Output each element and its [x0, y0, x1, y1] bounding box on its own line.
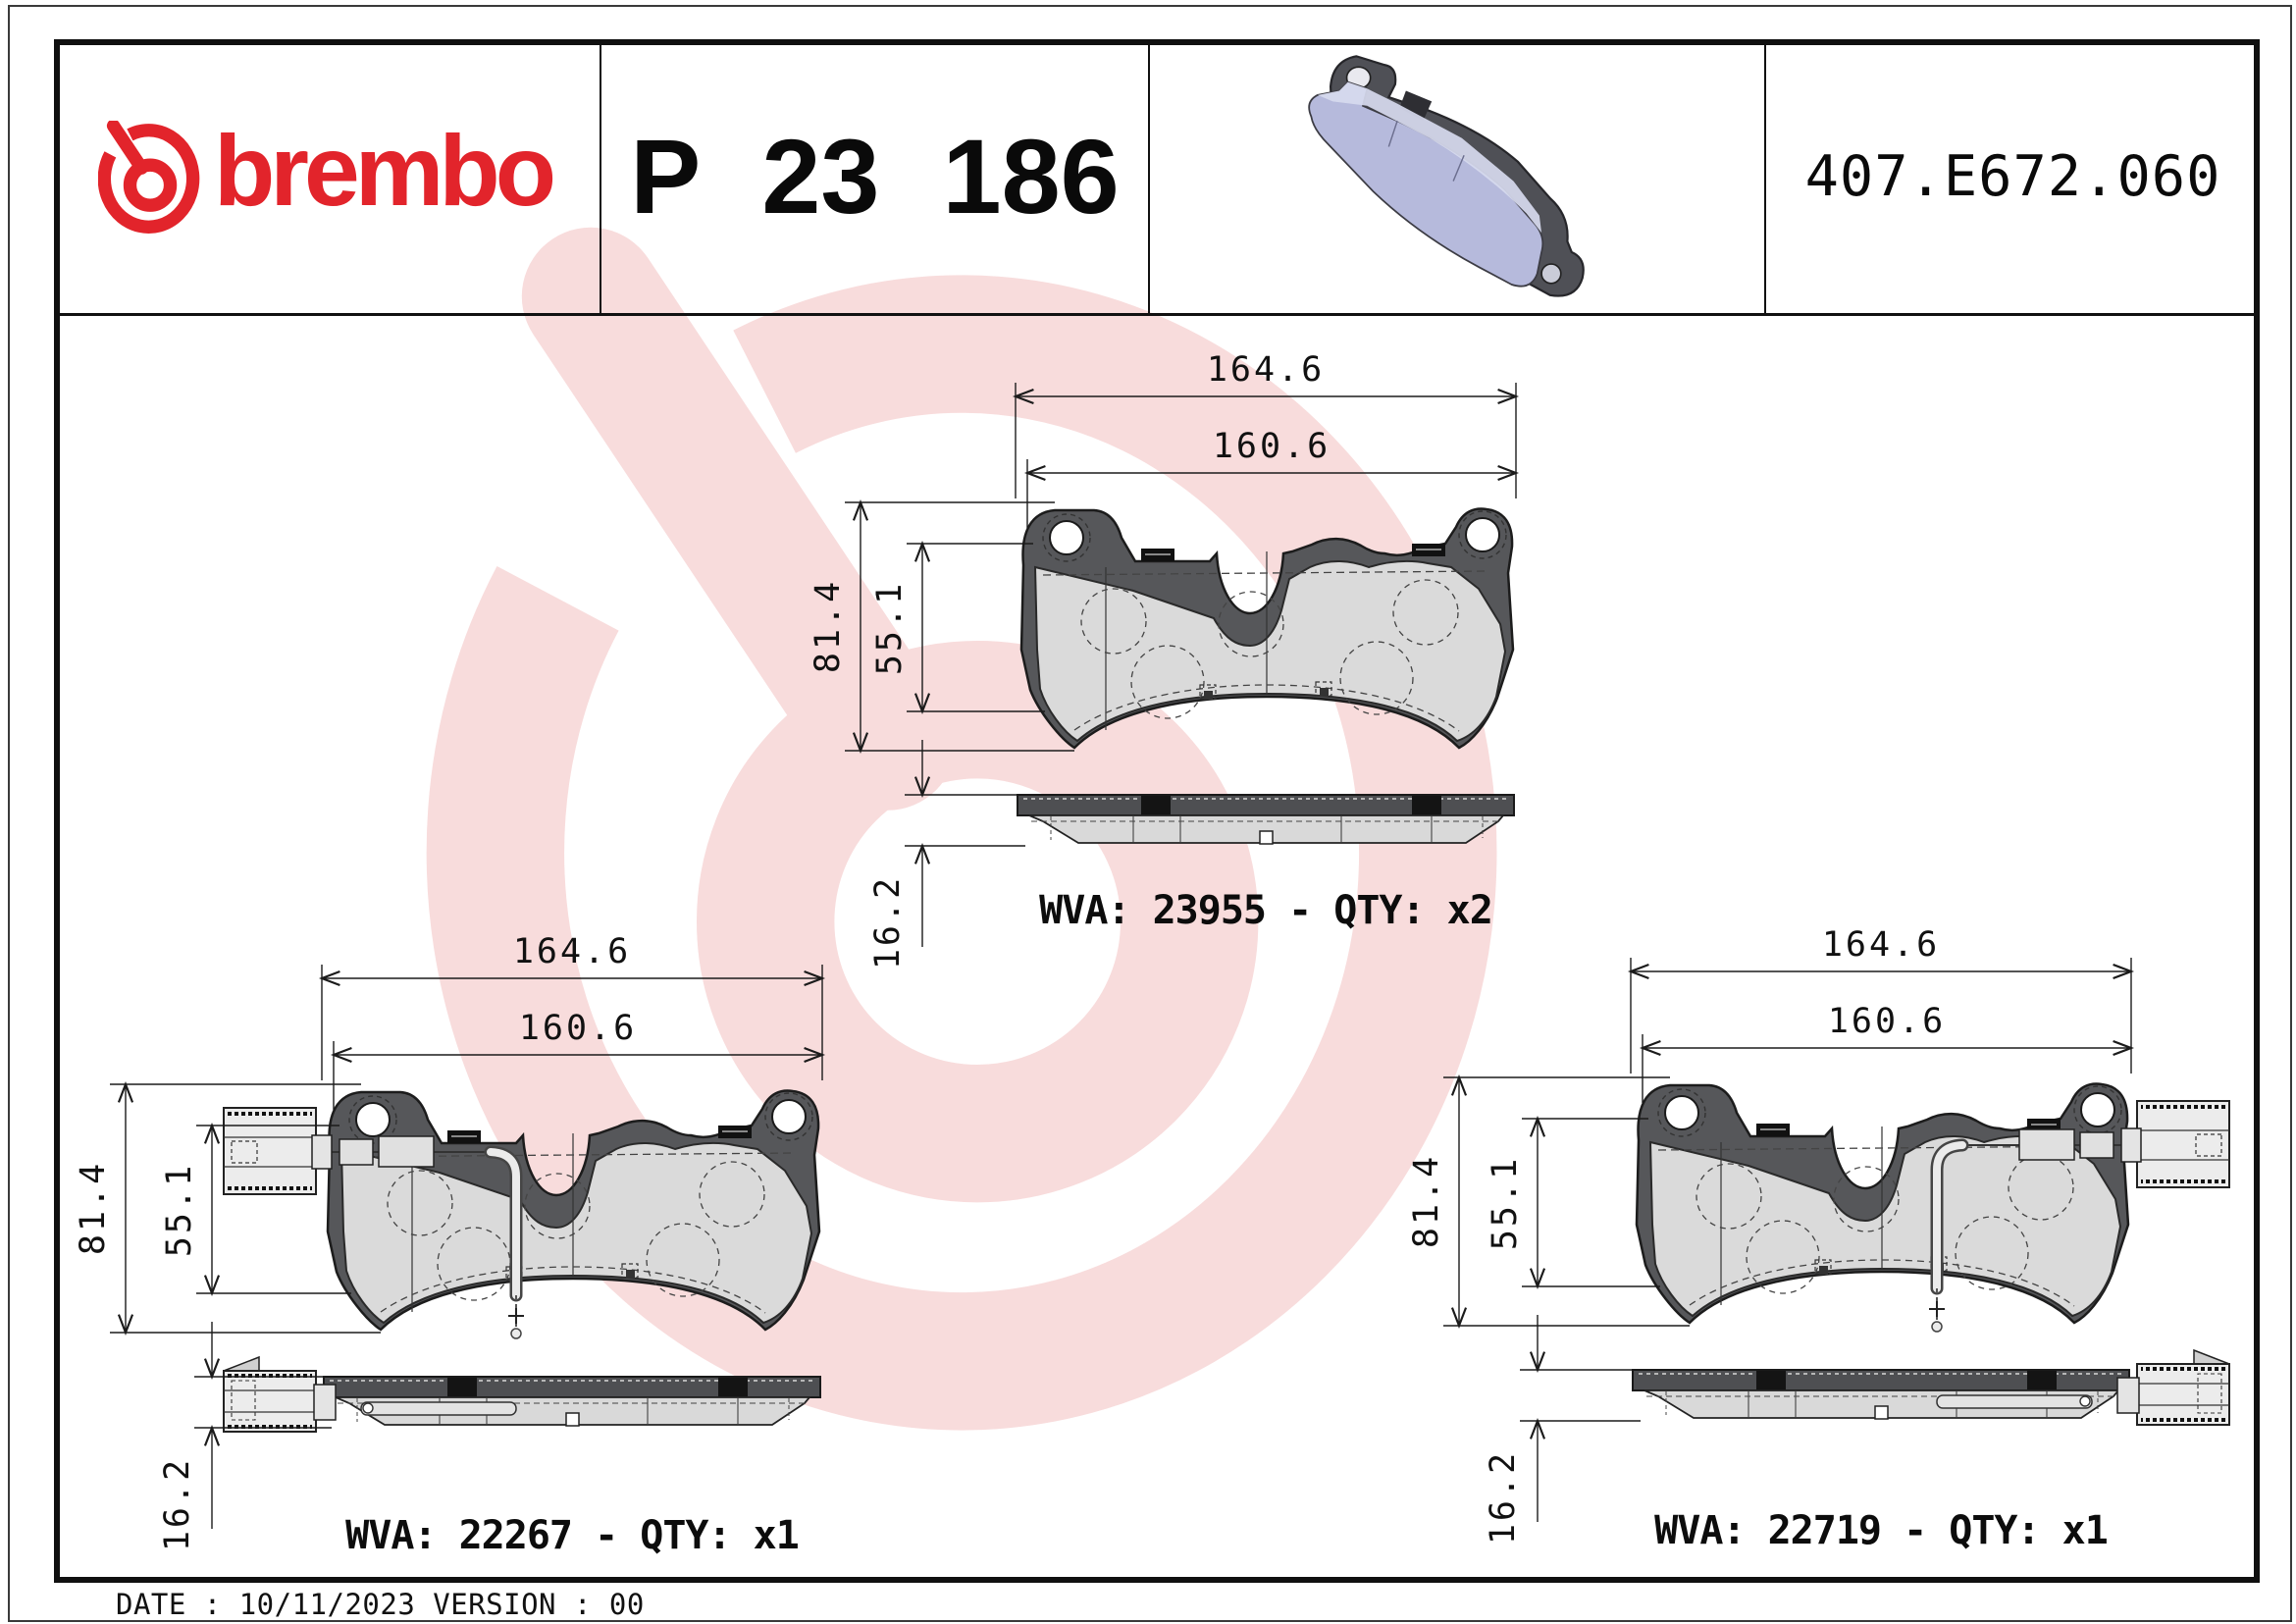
wva-qty-label: WVA: 23955 - QTY: x2	[1039, 888, 1492, 933]
dim-pad-width: 160.6	[1213, 427, 1331, 466]
part-number: P 23 186	[630, 117, 1120, 236]
dim-overall-height: 81.4	[1407, 1154, 1446, 1248]
drawing-lower-left-pad: 164.6 160.6 81.4 55.1 16.2 WVA: 22267 - …	[74, 932, 826, 1558]
brand-wordmark: brembo	[214, 115, 556, 227]
dim-pad-height: 55.1	[870, 581, 910, 675]
dim-pad-width: 160.6	[519, 1009, 637, 1048]
dim-pad-width: 160.6	[1828, 1002, 1946, 1041]
brake-pad-3d-render	[1308, 55, 1585, 297]
dimension-lines	[845, 383, 1520, 947]
part-number-cell: P 23 186	[600, 39, 1148, 313]
wva-qty-label: WVA: 22719 - QTY: x1	[1654, 1508, 2108, 1553]
pad-front-view	[1635, 1082, 2130, 1325]
drawing-upper-pad: 164.6 160.6 81.4 55.1 16.2 WVA: 23955 - …	[809, 350, 1520, 969]
dim-overall-width: 164.6	[1822, 925, 1940, 965]
dim-overall-width: 164.6	[1207, 350, 1325, 390]
dim-thickness: 16.2	[158, 1457, 197, 1551]
dim-thickness: 16.2	[1484, 1450, 1523, 1545]
dimension-lines	[1443, 958, 2135, 1522]
drawing-code-cell: 407.E672.060	[1764, 39, 2260, 313]
dimension-lines	[110, 965, 826, 1529]
dim-thickness: 16.2	[868, 875, 908, 969]
date-version-line: DATE : 10/11/2023 VERSION : 00	[116, 1588, 645, 1621]
drawing-code: 407.E672.060	[1804, 143, 2221, 209]
dim-overall-height: 81.4	[74, 1161, 113, 1255]
title-block-header: brembo P 23 186 407.E672.060	[54, 39, 2260, 316]
brembo-logo-icon	[98, 120, 200, 234]
brand-logo-cell: brembo	[54, 39, 600, 313]
dim-pad-height: 55.1	[160, 1163, 199, 1257]
drawing-lower-right-pad: 164.6 160.6 81.4 55.1 16.2 WVA: 22719 - …	[1407, 925, 2229, 1553]
product-render-cell	[1148, 39, 1764, 313]
pad-side-view	[1632, 1369, 2130, 1420]
dim-overall-width: 164.6	[513, 932, 631, 971]
pad-side-view	[323, 1376, 821, 1427]
dim-overall-height: 81.4	[809, 579, 848, 673]
dim-pad-height: 55.1	[1486, 1156, 1525, 1250]
wva-qty-label: WVA: 22267 - QTY: x1	[345, 1513, 799, 1558]
pad-side-view	[1017, 794, 1515, 845]
